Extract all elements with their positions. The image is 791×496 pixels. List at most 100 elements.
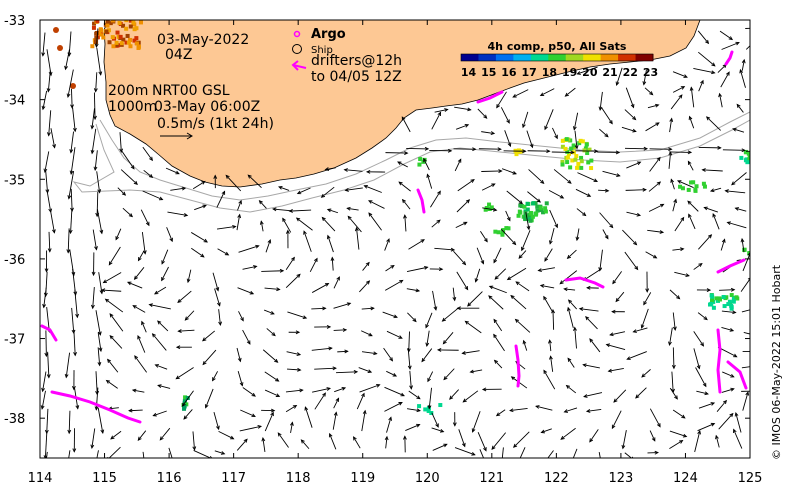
colorbar-swatch — [461, 54, 479, 61]
sst-pixel — [438, 403, 442, 407]
sst-pixel — [574, 154, 578, 158]
sst-pixel — [565, 137, 569, 141]
sst-dot — [53, 27, 59, 33]
hour-label: 04Z — [165, 47, 192, 63]
date-label: 03-May-2022 — [157, 32, 249, 48]
sst-pixel — [726, 302, 730, 306]
sst-pixel — [544, 210, 548, 214]
sst-pixel — [730, 293, 734, 297]
colorbar-label: 16 — [501, 66, 517, 79]
x-tick-label: 124 — [673, 471, 698, 486]
sst-pixel — [582, 148, 586, 152]
current-arrow — [46, 330, 47, 356]
current-arrow — [261, 271, 283, 272]
sst-pixel — [561, 139, 565, 143]
colorbar-swatch — [566, 54, 584, 61]
sst-pixel — [526, 202, 530, 206]
sst-pixel — [730, 307, 734, 311]
colorbar-label: 20 — [582, 66, 598, 79]
colorbar-swatch — [548, 54, 566, 61]
colorbar-label: 19 — [562, 66, 577, 79]
sst-pixel — [92, 26, 96, 30]
y-tick-label: -37 — [4, 333, 25, 348]
sst-pixel — [108, 40, 112, 44]
sst-pixel — [126, 34, 130, 38]
sst-pixel — [745, 160, 749, 164]
sst-pixel — [487, 203, 491, 207]
sst-pixel — [506, 226, 510, 230]
product-time-label: 03-May 06:00Z — [154, 99, 260, 115]
sst-pixel — [568, 165, 572, 169]
sst-pixel — [534, 211, 538, 215]
sst-pixel — [111, 44, 115, 48]
sst-pixel — [709, 302, 713, 306]
contour-200-label: 200m — [108, 83, 148, 99]
x-tick-label: 120 — [415, 471, 440, 486]
sst-pixel — [678, 185, 682, 189]
colorbar-label: 15 — [481, 66, 496, 79]
colorbar-label: 14 — [461, 66, 477, 79]
sst-pixel — [576, 162, 580, 166]
sst-pixel — [129, 24, 133, 28]
sst-pixel — [722, 295, 726, 299]
current-arrow — [553, 310, 554, 330]
sst-pixel — [101, 36, 105, 40]
contour-1000-label: 1000m — [108, 99, 157, 115]
colorbar-swatch — [513, 54, 531, 61]
colorbar-label: 18 — [542, 66, 557, 79]
sst-pixel — [111, 35, 115, 39]
drifter-track — [718, 330, 720, 392]
sst-pixel — [714, 296, 718, 300]
colorbar-swatch — [636, 54, 654, 61]
sst-pixel — [687, 188, 691, 192]
colorbar-swatch — [618, 54, 636, 61]
sst-pixel — [565, 160, 569, 164]
sst-pixel — [581, 139, 585, 143]
sst-pixel — [575, 166, 579, 170]
x-tick-label: 115 — [92, 471, 117, 486]
x-tick-label: 121 — [479, 471, 504, 486]
sst-pixel — [531, 201, 535, 205]
sst-pixel — [734, 295, 738, 299]
colorbar-label: 22 — [623, 66, 638, 79]
product-label: NRT00 GSL — [152, 83, 230, 99]
credit-text: © IMOS 06-May-2022 15:01 Hobart — [770, 264, 783, 460]
sst-pixel — [116, 31, 120, 35]
sst-pixel — [579, 166, 583, 170]
current-arrow — [481, 171, 501, 172]
sst-pixel — [417, 163, 421, 167]
sst-pixel — [423, 407, 427, 411]
sst-pixel — [518, 210, 522, 214]
x-tick-label: 125 — [738, 471, 763, 486]
sst-dot — [57, 45, 63, 51]
sst-pixel — [119, 35, 123, 39]
sst-pixel — [702, 182, 706, 186]
colorbar-label: 17 — [522, 66, 537, 79]
sst-pixel — [572, 143, 576, 147]
sst-pixel — [580, 159, 584, 163]
sst-pixel — [563, 147, 567, 151]
sst-pixel — [120, 41, 124, 45]
sst-pixel — [517, 214, 521, 218]
current-arrow — [673, 347, 674, 368]
sst-pixel — [90, 44, 94, 48]
sst-pixel — [94, 40, 98, 44]
sst-pixel — [561, 163, 565, 167]
colorbar-label: 23 — [643, 66, 658, 79]
sst-pixel — [739, 156, 743, 160]
sst-pixel — [99, 28, 103, 32]
drifters-label-line1: drifters@12h — [311, 53, 402, 69]
x-tick-label: 117 — [221, 471, 246, 486]
colorbar-swatch — [496, 54, 514, 61]
x-tick-label: 114 — [28, 471, 53, 486]
colorbar-title: 4h comp, p50, All Sats — [488, 40, 627, 53]
y-tick-label: -38 — [4, 412, 25, 427]
sst-pixel — [417, 404, 421, 408]
sst-pixel — [518, 204, 522, 208]
sst-pixel — [95, 31, 99, 35]
sst-pixel — [104, 30, 108, 34]
sst-pixel — [545, 201, 549, 205]
x-tick-label: 122 — [544, 471, 569, 486]
